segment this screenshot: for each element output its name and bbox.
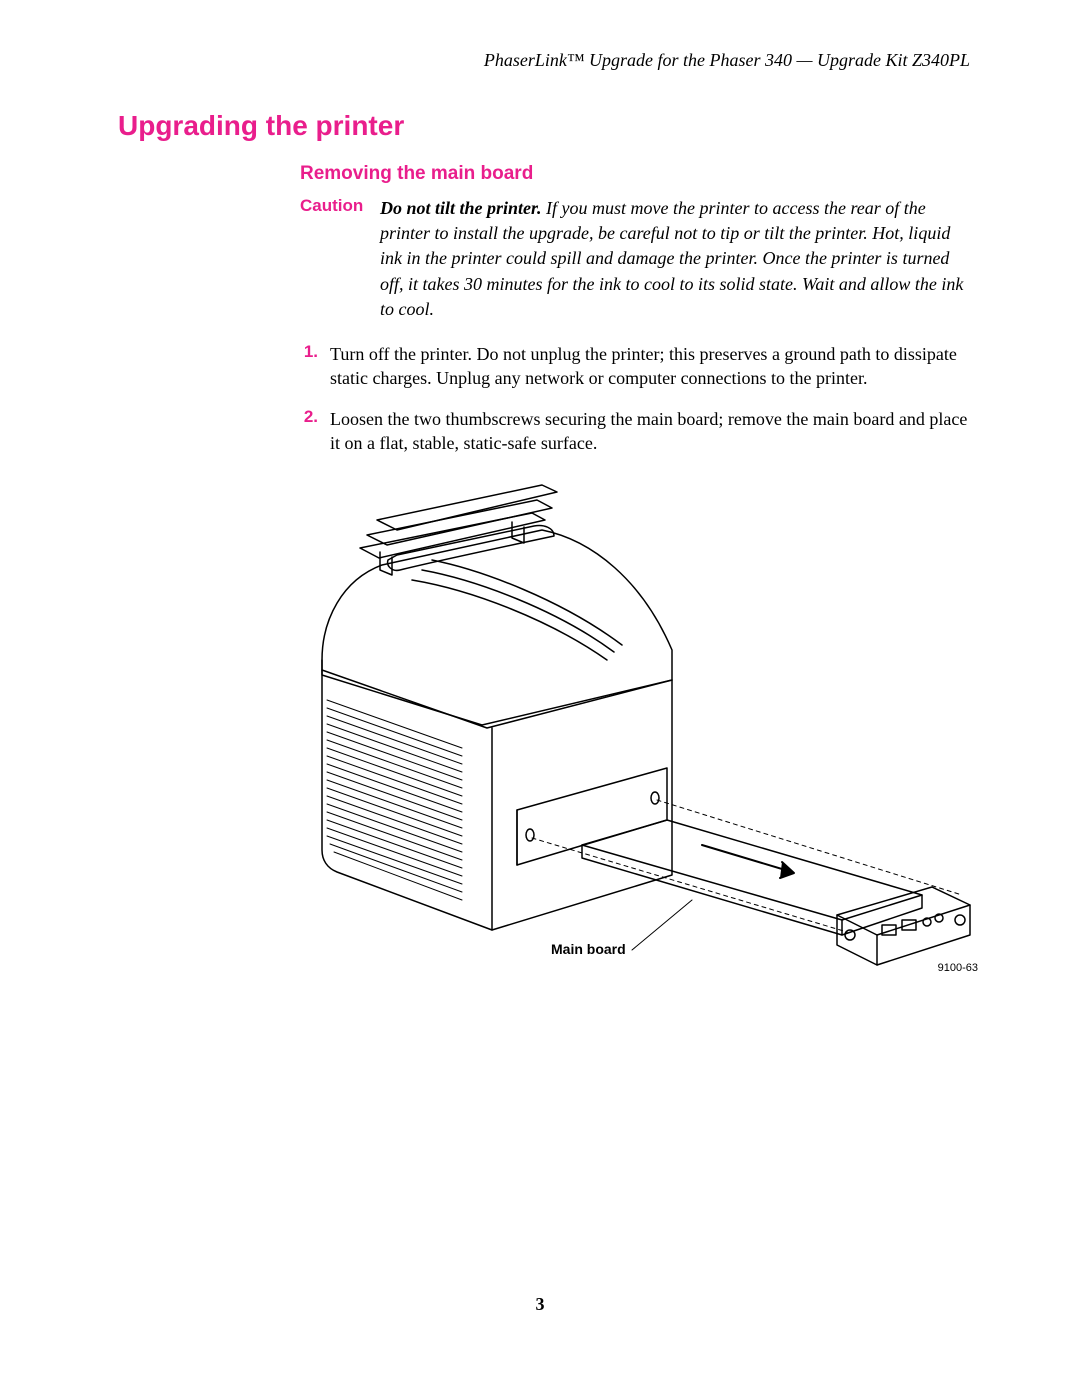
- printer-figure: [282, 480, 982, 1020]
- steps-list: 1. Turn off the printer. Do not unplug t…: [300, 342, 970, 471]
- caution-bold: Do not tilt the printer.: [380, 198, 542, 218]
- step-text: Turn off the printer. Do not unplug the …: [330, 342, 970, 391]
- step-item: 2. Loosen the two thumbscrews securing t…: [300, 407, 970, 456]
- caution-label: Caution: [300, 196, 380, 322]
- step-number: 1.: [300, 342, 330, 391]
- figure-id: 9100-63: [938, 962, 978, 974]
- running-header: PhaserLink™ Upgrade for the Phaser 340 —…: [484, 50, 970, 71]
- section-subtitle: Removing the main board: [300, 163, 533, 185]
- step-item: 1. Turn off the printer. Do not unplug t…: [300, 342, 970, 391]
- page-number: 3: [536, 1294, 545, 1315]
- step-text: Loosen the two thumbscrews securing the …: [330, 407, 970, 456]
- step-number: 2.: [300, 407, 330, 456]
- figure-callout-label: Main board: [551, 941, 626, 957]
- page-title: Upgrading the printer: [118, 110, 404, 142]
- caution-block: Caution Do not tilt the printer. If you …: [300, 196, 970, 322]
- caution-text: Do not tilt the printer. If you must mov…: [380, 196, 970, 322]
